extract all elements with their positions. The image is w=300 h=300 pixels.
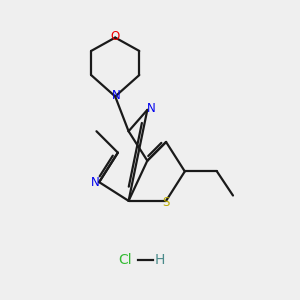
- Text: Cl: Cl: [118, 253, 131, 267]
- Text: N: N: [112, 89, 120, 102]
- Text: N: N: [147, 102, 156, 115]
- Text: N: N: [91, 176, 100, 189]
- Text: O: O: [111, 30, 120, 43]
- Text: H: H: [154, 253, 165, 267]
- Text: S: S: [162, 196, 170, 209]
